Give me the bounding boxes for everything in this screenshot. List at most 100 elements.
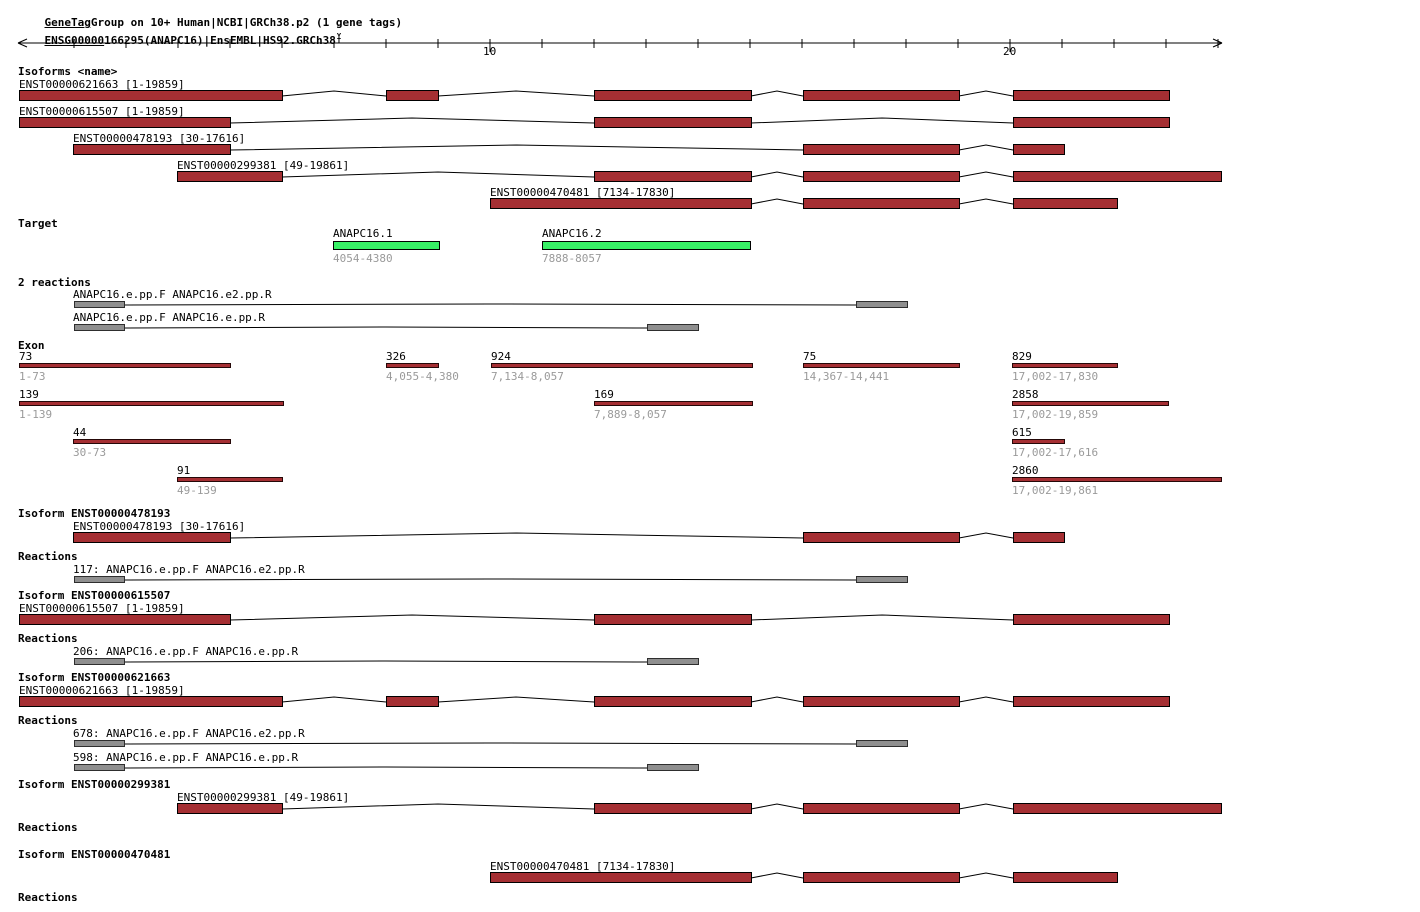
- exon-bar-thin[interactable]: [491, 363, 753, 368]
- reaction-primer-bar[interactable]: [74, 324, 125, 331]
- exon-bar-thin[interactable]: [177, 477, 283, 482]
- exon-bar[interactable]: [1013, 803, 1222, 814]
- reaction-connector: [123, 326, 648, 329]
- feature-label: ENST00000470481 [7134-17830]: [490, 186, 676, 199]
- exon-bar-thin[interactable]: [1012, 477, 1222, 482]
- reaction-connector: [123, 766, 648, 769]
- exon-bar[interactable]: [1013, 171, 1222, 182]
- exon-bar[interactable]: [1013, 90, 1170, 101]
- exon-bar[interactable]: [803, 171, 960, 182]
- reaction-primer-bar[interactable]: [647, 324, 699, 331]
- exon-bar[interactable]: [803, 803, 960, 814]
- exon-bar[interactable]: [803, 532, 960, 543]
- reaction-connector: [123, 303, 857, 306]
- exon-bar[interactable]: [73, 144, 231, 155]
- exon-bar[interactable]: [1013, 872, 1118, 883]
- intron-connector: [750, 198, 1014, 205]
- exon-bar[interactable]: [177, 171, 283, 182]
- exon-range-label: 17,002-17,616: [1012, 446, 1099, 459]
- exon-bar[interactable]: [1013, 117, 1170, 128]
- exon-bar[interactable]: [1013, 696, 1170, 707]
- feature-label: ANAPC16.e.pp.F ANAPC16.e.pp.R: [73, 311, 266, 324]
- exon-bar[interactable]: [594, 117, 752, 128]
- target-probe-bar[interactable]: [542, 241, 751, 250]
- gene-tag-link[interactable]: GeneTag: [44, 16, 91, 29]
- intron-connector: [229, 144, 1014, 151]
- exon-bar[interactable]: [594, 171, 752, 182]
- exon-bar[interactable]: [594, 803, 752, 814]
- exon-bar-thin[interactable]: [1012, 439, 1065, 444]
- exon-count-label: 829: [1012, 350, 1032, 363]
- exon-bar[interactable]: [19, 614, 231, 625]
- exon-bar[interactable]: [386, 90, 439, 101]
- exon-bar[interactable]: [803, 198, 960, 209]
- exon-bar[interactable]: [19, 696, 283, 707]
- reaction-primer-bar[interactable]: [74, 301, 125, 308]
- exon-bar[interactable]: [1013, 532, 1065, 543]
- exon-range-label: 7,889-8,057: [594, 408, 667, 421]
- exon-bar[interactable]: [73, 532, 231, 543]
- exon-bar[interactable]: [177, 803, 283, 814]
- reaction-primer-bar[interactable]: [74, 576, 125, 583]
- exon-bar[interactable]: [490, 872, 752, 883]
- intron-connector: [229, 614, 1014, 621]
- reaction-primer-bar[interactable]: [856, 301, 908, 308]
- exon-bar-thin[interactable]: [594, 401, 753, 406]
- exon-range-label: 17,002-17,830: [1012, 370, 1099, 383]
- exon-count-label: 615: [1012, 426, 1032, 439]
- exon-bar-thin[interactable]: [803, 363, 960, 368]
- exon-bar-thin[interactable]: [1012, 363, 1118, 368]
- exon-range-label: 14,367-14,441: [803, 370, 890, 383]
- reaction-primer-bar[interactable]: [74, 740, 125, 747]
- target-probe-bar[interactable]: [333, 241, 440, 250]
- exon-count-label: 91: [177, 464, 191, 477]
- exon-bar[interactable]: [594, 696, 752, 707]
- reaction-connector: [123, 660, 648, 663]
- feature-label: 598: ANAPC16.e.pp.F ANAPC16.e.pp.R: [73, 751, 299, 764]
- exon-bar-thin[interactable]: [19, 363, 231, 368]
- exon-range-label: 1-139: [19, 408, 53, 421]
- intron-connector: [229, 532, 1014, 539]
- exon-bar-thin[interactable]: [386, 363, 439, 368]
- exon-bar[interactable]: [594, 614, 752, 625]
- intron-connector: [281, 803, 1014, 810]
- section-heading: Isoform ENST00000621663: [18, 671, 171, 684]
- exon-bar[interactable]: [803, 696, 960, 707]
- section-heading: Reactions: [18, 714, 78, 727]
- reaction-primer-bar[interactable]: [74, 764, 125, 771]
- feature-label: ENST00000478193 [30-17616]: [73, 132, 246, 145]
- exon-bar-thin[interactable]: [73, 439, 231, 444]
- exon-bar-thin[interactable]: [1012, 401, 1169, 406]
- exon-bar[interactable]: [386, 696, 439, 707]
- reaction-primer-bar[interactable]: [74, 658, 125, 665]
- exon-bar[interactable]: [1013, 198, 1118, 209]
- exon-bar[interactable]: [1013, 144, 1065, 155]
- section-heading: Isoform ENST00000615507: [18, 589, 171, 602]
- exon-bar[interactable]: [803, 90, 960, 101]
- exon-bar[interactable]: [490, 198, 752, 209]
- exon-bar-thin[interactable]: [19, 401, 284, 406]
- exon-count-label: 2858: [1012, 388, 1039, 401]
- feature-label: ENST00000470481 [7134-17830]: [490, 860, 676, 873]
- exon-bar[interactable]: [594, 90, 752, 101]
- reaction-primer-bar[interactable]: [856, 576, 908, 583]
- intron-connector: [281, 90, 1014, 97]
- reaction-primer-bar[interactable]: [647, 658, 699, 665]
- exon-bar[interactable]: [1013, 614, 1170, 625]
- exon-bar[interactable]: [803, 872, 960, 883]
- exon-count-label: 326: [386, 350, 406, 363]
- exon-count-label: 139: [19, 388, 39, 401]
- exon-range-label: 17,002-19,859: [1012, 408, 1099, 421]
- reaction-connector: [123, 742, 857, 745]
- exon-bar[interactable]: [19, 117, 231, 128]
- section-heading: Isoforms <name>: [18, 65, 118, 78]
- reaction-primer-bar[interactable]: [647, 764, 699, 771]
- exon-count-label: 75: [803, 350, 817, 363]
- feature-label: ENST00000299381 [49-19861]: [177, 791, 350, 804]
- reaction-primer-bar[interactable]: [856, 740, 908, 747]
- section-heading: Isoform ENST00000299381: [18, 778, 171, 791]
- section-heading: Isoform ENST00000478193: [18, 507, 171, 520]
- exon-bar[interactable]: [803, 144, 960, 155]
- exon-bar[interactable]: [19, 90, 283, 101]
